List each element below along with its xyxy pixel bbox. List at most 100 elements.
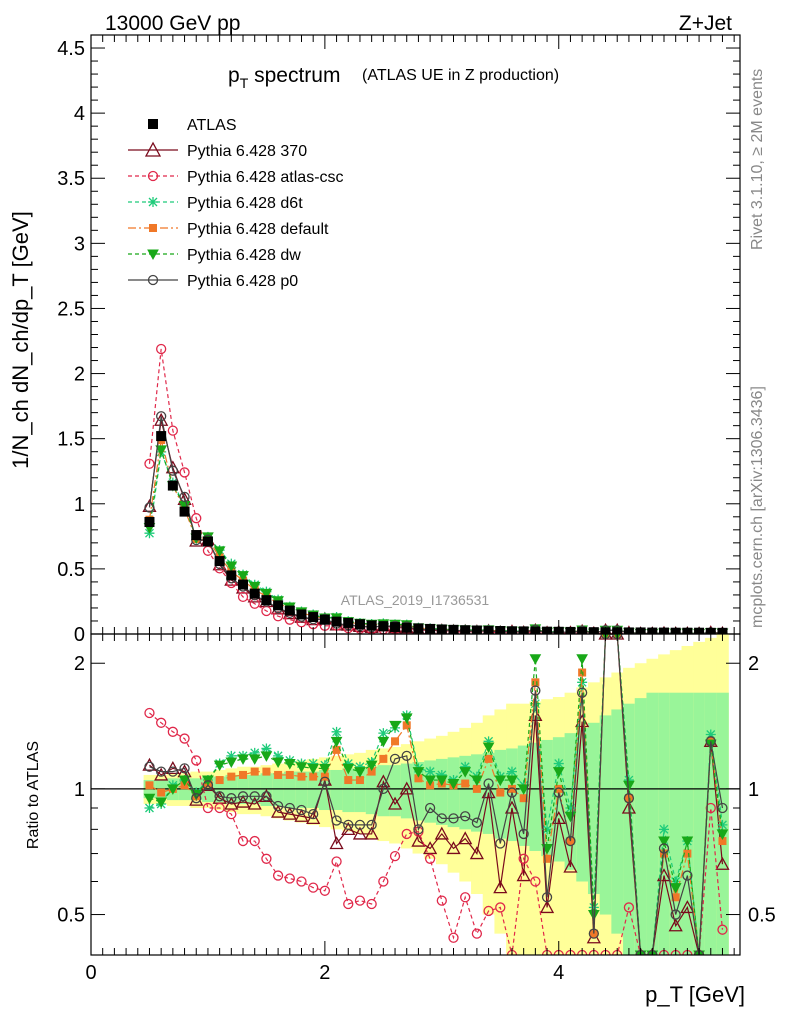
marker-square [261, 595, 272, 606]
mcplots-label: mcplots.cern.ch [arXiv:1306.3436] [749, 386, 766, 628]
marker-asterisk [705, 729, 716, 740]
marker-square [297, 772, 306, 781]
marker-triangle [282, 806, 297, 820]
marker-triangle-down [506, 775, 518, 787]
band-inner [681, 692, 694, 955]
marker-circle [717, 802, 728, 814]
marker-triangle-down [237, 571, 249, 582]
marker-triangle-down [447, 779, 460, 790]
marker-triangle-down [681, 836, 694, 848]
band-inner [307, 771, 320, 808]
marker-square [319, 614, 330, 625]
marker-asterisk [249, 747, 260, 758]
marker-square [320, 772, 329, 781]
marker-square [414, 774, 423, 783]
marker-triangle-down [517, 784, 530, 795]
top-panel: 0 0.5 1 1.5 2 2.5 3 3.5 4 4.5 [57, 34, 741, 646]
marker-triangle-down [552, 767, 565, 778]
legend-label: Pythia 6.428 atlas-csc [187, 169, 344, 186]
marker-square [202, 536, 213, 547]
marker-square [461, 779, 470, 788]
title-T: T [240, 75, 249, 91]
marker-circle [658, 843, 670, 854]
marker-triangle-down [482, 742, 495, 754]
band-inner [295, 771, 308, 808]
marker-square [543, 854, 552, 863]
y-tick-label: 1.5 [57, 429, 85, 451]
marker-asterisk [577, 677, 588, 688]
marker-square [226, 570, 237, 581]
x-tick-label: 2 [319, 962, 330, 984]
svg-text:pT spectrum: pT spectrum [228, 64, 340, 91]
marker-square [215, 776, 224, 785]
marker-asterisk [553, 758, 564, 769]
marker-circle [167, 766, 179, 777]
marker-circle [237, 791, 249, 802]
marker-circle [296, 804, 307, 816]
marker-square [671, 893, 680, 902]
band-inner [646, 692, 659, 955]
marker-triangle-down [435, 775, 448, 787]
marker-circle [249, 791, 260, 802]
marker-triangle-down [319, 763, 331, 775]
marker-triangle-down [377, 736, 390, 748]
ratio-panel: 0 2 4 0.5 0.5 1 1 2 2 [57, 633, 776, 984]
marker-circle [202, 780, 214, 791]
marker-square [379, 754, 388, 763]
band-inner [658, 692, 671, 955]
marker-circle [191, 793, 202, 804]
marker-square [149, 224, 157, 232]
marker-square [344, 776, 353, 785]
marker-square [191, 530, 202, 541]
marker-circle [576, 687, 588, 698]
marker-triangle-down [143, 793, 156, 805]
marker-circle [144, 761, 155, 772]
marker-square [484, 754, 493, 763]
marker-triangle [247, 796, 262, 810]
marker-circle [144, 707, 155, 719]
marker-circle [483, 905, 494, 917]
marker-circle [156, 717, 167, 728]
marker-asterisk [530, 698, 541, 709]
marker-triangle-down [330, 736, 343, 748]
legend-entry: Pythia 6.428 p0 [128, 273, 298, 290]
marker-triangle [563, 859, 578, 873]
marker-triangle-down [716, 829, 729, 840]
y-tick-label: 3 [74, 233, 85, 255]
marker-triangle-down [471, 775, 483, 787]
marker-circle [530, 685, 541, 696]
marker-square [156, 431, 167, 442]
marker-circle [226, 793, 237, 804]
legend-label: Pythia 6.428 370 [187, 143, 307, 160]
marker-circle [179, 491, 190, 503]
marker-square [238, 579, 249, 590]
y-tick-label: 3.5 [57, 168, 85, 190]
marker-triangle [399, 781, 414, 795]
ratio-bands [143, 634, 729, 955]
marker-circle [214, 802, 225, 814]
marker-circle [167, 726, 179, 737]
marker-circle [588, 928, 599, 939]
marker-circle [623, 793, 635, 804]
marker-square [179, 506, 190, 517]
marker-circle [167, 465, 179, 476]
marker-square [355, 776, 364, 785]
marker-triangle-down [147, 249, 159, 261]
marker-square [273, 600, 284, 611]
marker-triangle-down [576, 654, 588, 665]
marker-circle [413, 824, 424, 835]
marker-circle [705, 802, 716, 814]
legend-entry: Pythia 6.428 atlas-csc [128, 169, 344, 186]
marker-triangle [493, 880, 508, 894]
marker-asterisk [226, 750, 237, 761]
marker-circle [308, 882, 319, 893]
marker-triangle-down [248, 581, 261, 593]
band-inner [669, 692, 683, 955]
x-tick-label: 4 [553, 962, 564, 984]
marker-circle [167, 425, 179, 436]
marker-triangle-down [623, 780, 635, 792]
y-tick-label: 2 [74, 364, 85, 386]
marker-asterisk [148, 197, 158, 207]
marker-circle [366, 819, 377, 831]
marker-circle [156, 343, 167, 355]
